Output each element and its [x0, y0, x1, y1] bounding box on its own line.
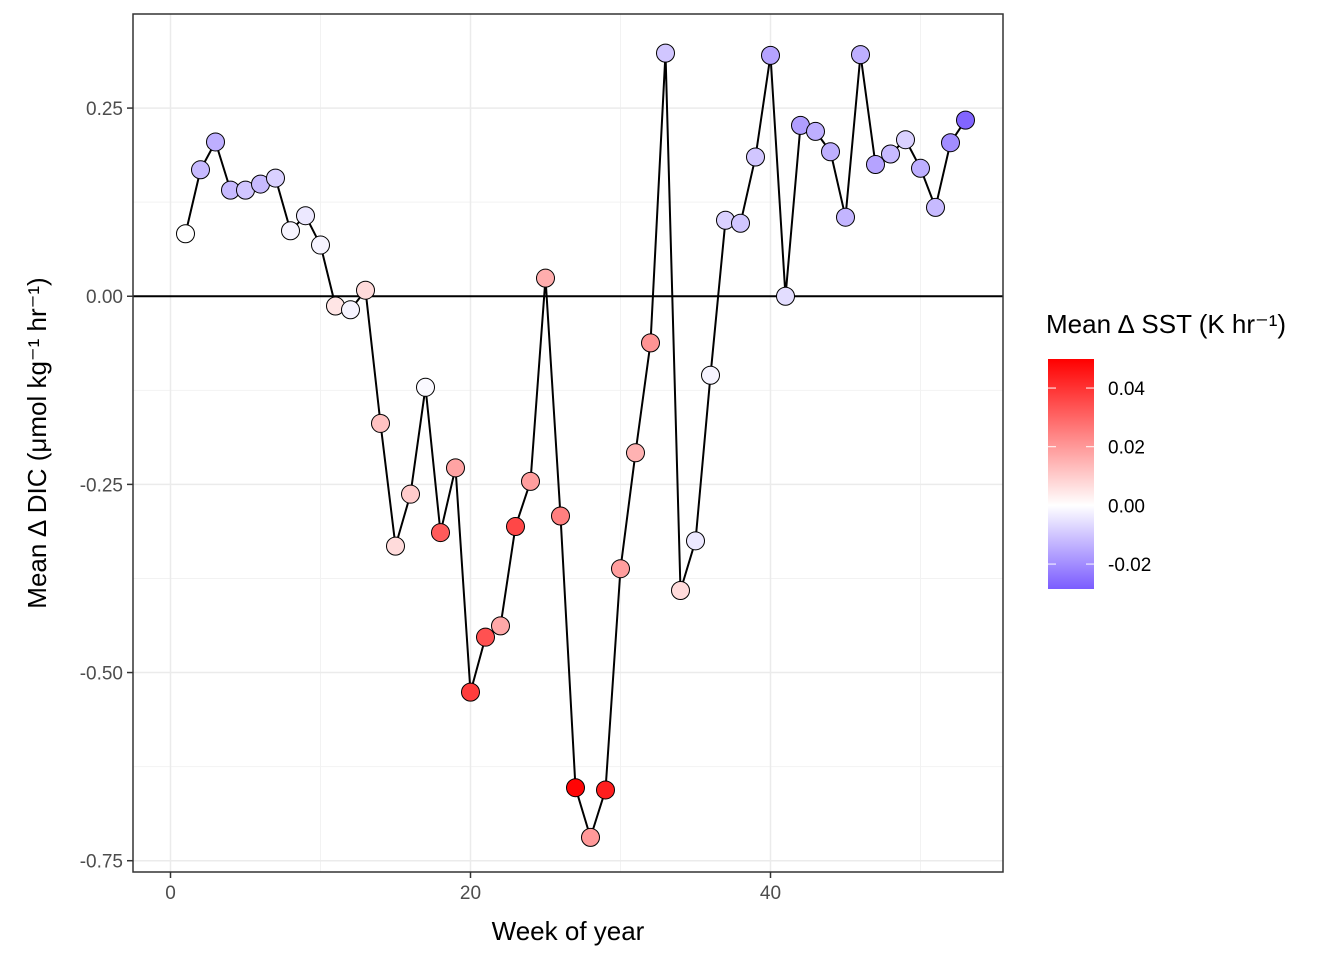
- colorbar: [1048, 359, 1094, 589]
- colorbar-tick-label: 0.02: [1108, 438, 1145, 459]
- data-point: [386, 536, 405, 556]
- y-tick-label: 0.25: [86, 99, 123, 120]
- data-point: [641, 333, 660, 353]
- data-point: [536, 268, 555, 288]
- colorbar-legend: Mean ∆ SST (K hr⁻¹) 0.04 0.02 0.00 -0.02: [1046, 309, 1286, 589]
- data-point: [581, 827, 600, 847]
- data-point: [491, 616, 510, 636]
- panel-background: [133, 14, 1003, 872]
- data-point: [836, 207, 855, 227]
- data-point: [731, 213, 750, 233]
- x-tick-label: 40: [760, 883, 781, 904]
- data-point: [941, 133, 960, 153]
- data-point: [176, 224, 195, 244]
- data-point: [521, 471, 540, 491]
- panel-border: [132, 13, 1004, 873]
- data-point: [701, 365, 720, 385]
- data-point: [311, 235, 330, 255]
- data-point: [341, 300, 360, 320]
- data-point: [611, 559, 630, 579]
- y-tick-label: -0.50: [80, 664, 123, 685]
- y-tick-label: -0.25: [80, 475, 123, 496]
- y-tick-label: 0.00: [86, 287, 123, 308]
- data-point: [506, 517, 525, 537]
- data-point: [476, 627, 495, 647]
- colorbar-ticks: 0.04 0.02 0.00 -0.02: [1048, 379, 1151, 576]
- colorbar-tick-label: 0.00: [1108, 496, 1145, 517]
- data-point: [881, 144, 900, 164]
- data-point: [281, 221, 300, 241]
- data-point: [191, 160, 210, 180]
- x-axis-title: Week of year: [492, 916, 645, 946]
- data-point: [551, 506, 570, 526]
- colorbar-tick-label: -0.02: [1108, 555, 1151, 576]
- data-point: [416, 377, 435, 397]
- data-point: [821, 142, 840, 162]
- data-point: [401, 484, 420, 504]
- data-point: [851, 45, 870, 65]
- data-point: [896, 130, 915, 150]
- data-point: [206, 132, 225, 152]
- data-point: [866, 155, 885, 175]
- data-point: [746, 147, 765, 167]
- data-point: [776, 286, 795, 306]
- y-tick-label: -0.75: [80, 852, 123, 873]
- colorbar-title: Mean ∆ SST (K hr⁻¹): [1046, 309, 1286, 339]
- data-points: [176, 43, 975, 847]
- data-point: [461, 682, 480, 702]
- colorbar-tick-label: 0.04: [1108, 379, 1145, 400]
- x-tick-label: 20: [460, 883, 481, 904]
- data-point: [431, 523, 450, 543]
- x-axis: 0 20 40: [165, 872, 781, 904]
- data-point: [266, 168, 285, 188]
- data-point: [356, 280, 375, 300]
- data-point: [761, 45, 780, 65]
- y-axis: 0.25 0.00 -0.25 -0.50 -0.75: [80, 99, 133, 873]
- data-point: [566, 778, 585, 798]
- data-point: [686, 531, 705, 551]
- x-tick-label: 0: [165, 883, 176, 904]
- data-point: [371, 413, 390, 433]
- data-point: [806, 121, 825, 141]
- data-point: [296, 206, 315, 226]
- plot-panel: [132, 13, 1004, 873]
- y-axis-title: Mean ∆ DIC (μmol kg⁻¹ hr⁻¹): [22, 277, 52, 608]
- data-point: [911, 158, 930, 178]
- data-point: [626, 443, 645, 463]
- data-point: [671, 581, 690, 601]
- data-point: [926, 197, 945, 217]
- data-point: [596, 780, 615, 800]
- data-point: [956, 110, 975, 130]
- data-point: [656, 43, 675, 63]
- data-point: [446, 458, 465, 478]
